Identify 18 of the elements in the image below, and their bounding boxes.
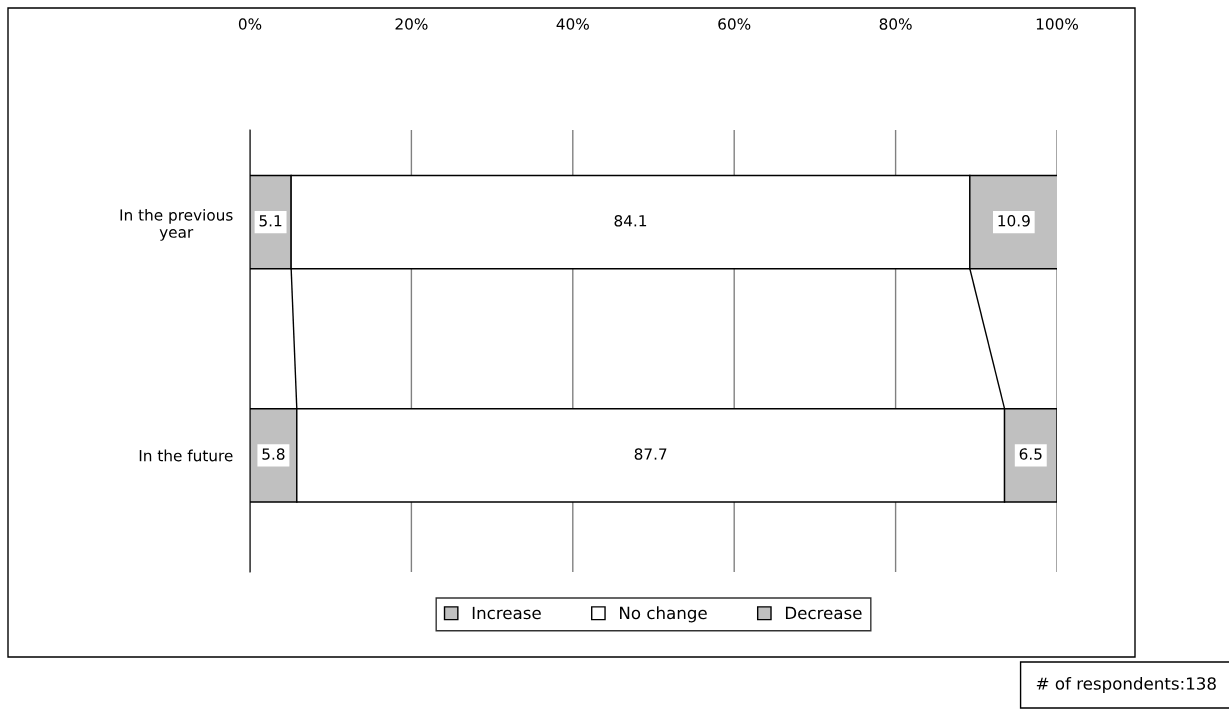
x-tick-label: 40% xyxy=(556,18,589,30)
legend-label: Decrease xyxy=(785,606,862,620)
x-tick-label: 20% xyxy=(395,18,428,30)
data-label: 10.9 xyxy=(998,215,1030,227)
y-tick-label: In the future xyxy=(139,449,233,462)
text: # of respondents:138 xyxy=(1036,676,1216,694)
data-label: 5.1 xyxy=(259,215,282,227)
legend-label: No change xyxy=(620,606,707,623)
data-label: 84.1 xyxy=(614,215,647,227)
data-label: 5.8 xyxy=(262,448,285,460)
data-label: 87.7 xyxy=(634,448,667,460)
x-tick-label: 0% xyxy=(238,18,262,30)
x-tick-label: 60% xyxy=(718,18,751,30)
data-label: 6.5 xyxy=(1019,448,1042,460)
x-tick-label: 80% xyxy=(879,18,912,30)
legend-label: Increase xyxy=(472,606,541,620)
y-tick-label: In the previous year xyxy=(120,208,233,241)
x-tick-label: 100% xyxy=(1036,18,1078,30)
